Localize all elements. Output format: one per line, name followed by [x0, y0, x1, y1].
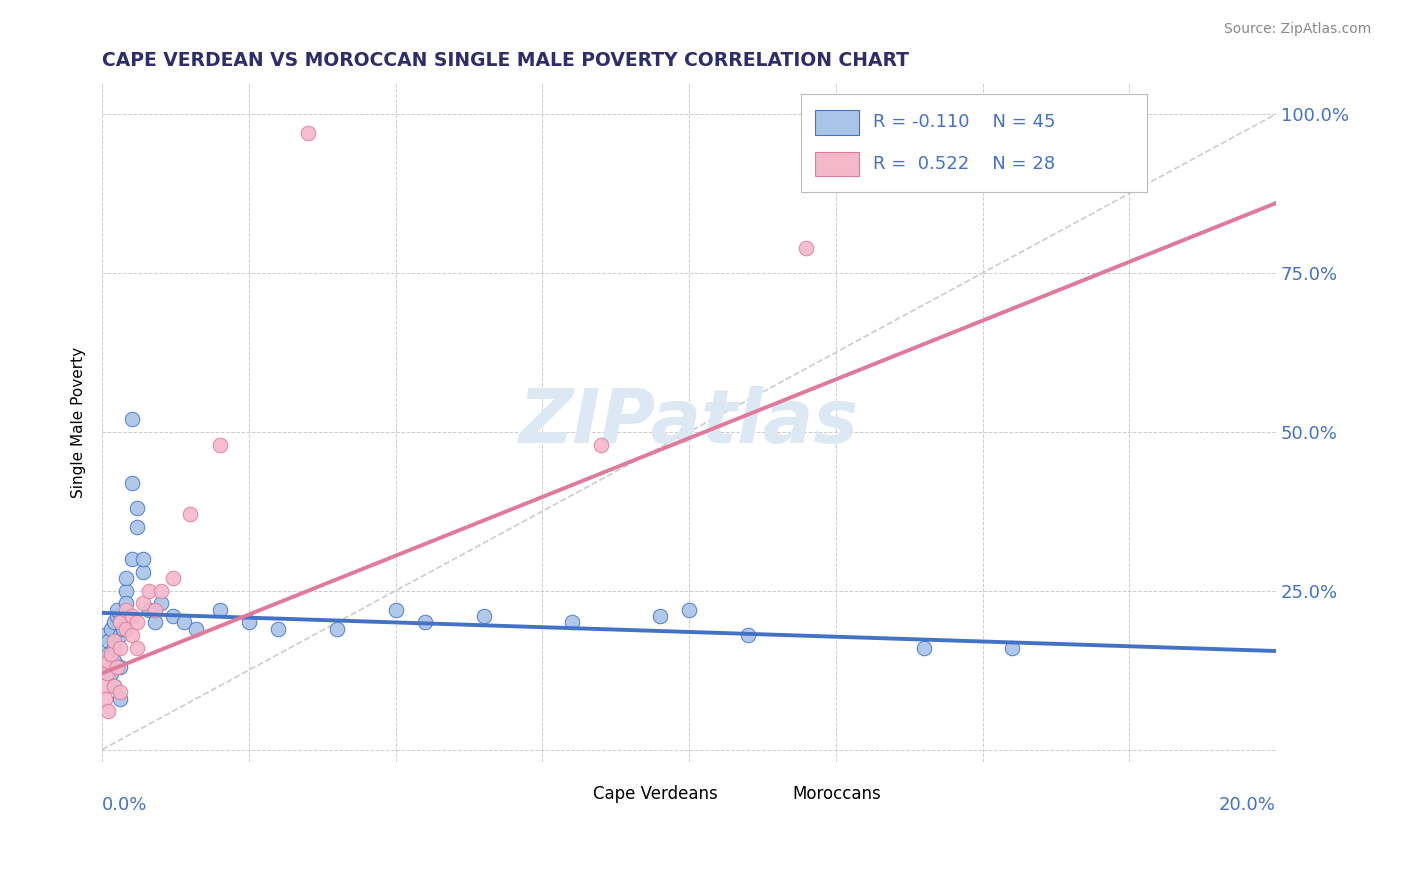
- Text: ZIPatlas: ZIPatlas: [519, 385, 859, 458]
- Point: [114, 622, 136, 636]
- Point: [162, 609, 184, 624]
- Point: [138, 583, 160, 598]
- Point: [105, 603, 128, 617]
- Point: [93, 679, 115, 693]
- Point: [114, 596, 136, 610]
- Point: [179, 508, 201, 522]
- Text: 0.0%: 0.0%: [103, 797, 148, 814]
- Text: R = -0.110    N = 45: R = -0.110 N = 45: [873, 113, 1056, 131]
- Point: [1001, 640, 1024, 655]
- Point: [114, 583, 136, 598]
- Point: [105, 609, 128, 624]
- Point: [97, 647, 120, 661]
- Text: R =  0.522    N = 28: R = 0.522 N = 28: [873, 155, 1056, 173]
- Point: [121, 609, 143, 624]
- Point: [297, 126, 319, 140]
- Text: CAPE VERDEAN VS MOROCCAN SINGLE MALE POVERTY CORRELATION CHART: CAPE VERDEAN VS MOROCCAN SINGLE MALE POV…: [103, 51, 910, 70]
- Point: [326, 622, 349, 636]
- Point: [97, 634, 120, 648]
- Point: [100, 622, 122, 636]
- Point: [413, 615, 436, 630]
- Point: [678, 603, 700, 617]
- Point: [103, 654, 125, 668]
- FancyBboxPatch shape: [814, 152, 859, 176]
- Point: [108, 685, 131, 699]
- Point: [103, 640, 125, 655]
- Point: [267, 622, 290, 636]
- Point: [103, 679, 125, 693]
- Point: [108, 660, 131, 674]
- Text: 20.0%: 20.0%: [1219, 797, 1277, 814]
- Point: [208, 437, 231, 451]
- Point: [912, 640, 935, 655]
- Point: [96, 666, 118, 681]
- Point: [132, 552, 155, 566]
- Point: [97, 654, 120, 668]
- Point: [127, 501, 149, 516]
- Point: [111, 622, 134, 636]
- Y-axis label: Single Male Poverty: Single Male Poverty: [72, 347, 86, 498]
- Point: [184, 622, 207, 636]
- Point: [149, 596, 172, 610]
- FancyBboxPatch shape: [800, 94, 1147, 193]
- Point: [127, 520, 149, 534]
- Point: [108, 691, 131, 706]
- Point: [108, 615, 131, 630]
- Point: [121, 412, 143, 426]
- Point: [97, 705, 120, 719]
- Point: [127, 615, 149, 630]
- Point: [100, 647, 122, 661]
- FancyBboxPatch shape: [748, 785, 783, 803]
- Point: [114, 603, 136, 617]
- Point: [114, 571, 136, 585]
- Point: [384, 603, 406, 617]
- Point: [796, 241, 818, 255]
- Point: [105, 660, 128, 674]
- Point: [737, 628, 759, 642]
- Text: Cape Verdeans: Cape Verdeans: [593, 785, 717, 803]
- Point: [173, 615, 195, 630]
- Point: [138, 603, 160, 617]
- Point: [238, 615, 260, 630]
- Text: Moroccans: Moroccans: [793, 785, 882, 803]
- Point: [561, 615, 583, 630]
- Point: [162, 571, 184, 585]
- Point: [108, 628, 131, 642]
- Point: [121, 628, 143, 642]
- Point: [94, 691, 117, 706]
- Point: [108, 640, 131, 655]
- Point: [589, 437, 612, 451]
- Point: [121, 552, 143, 566]
- Point: [648, 609, 671, 624]
- Point: [100, 666, 122, 681]
- Point: [121, 475, 143, 490]
- Point: [103, 615, 125, 630]
- Point: [132, 596, 155, 610]
- Point: [127, 640, 149, 655]
- Point: [208, 603, 231, 617]
- Point: [132, 565, 155, 579]
- Point: [94, 628, 117, 642]
- FancyBboxPatch shape: [814, 111, 859, 135]
- FancyBboxPatch shape: [548, 785, 583, 803]
- Point: [143, 603, 166, 617]
- Point: [472, 609, 495, 624]
- Point: [103, 679, 125, 693]
- Point: [108, 615, 131, 630]
- Point: [143, 615, 166, 630]
- Text: Source: ZipAtlas.com: Source: ZipAtlas.com: [1223, 22, 1371, 37]
- Point: [103, 634, 125, 648]
- Point: [149, 583, 172, 598]
